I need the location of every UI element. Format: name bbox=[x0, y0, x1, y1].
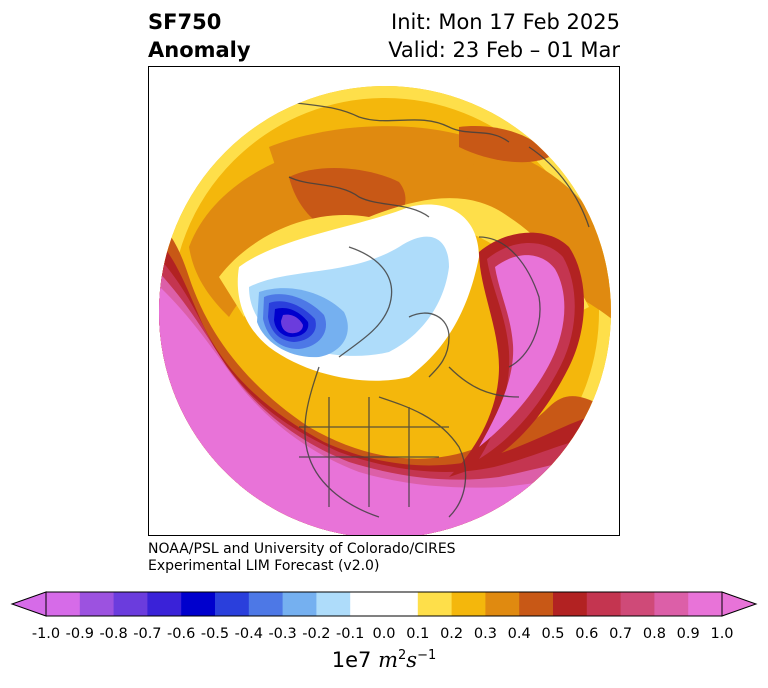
title-anomaly: Anomaly bbox=[148, 38, 251, 62]
colorbar-tick-label: -0.8 bbox=[99, 626, 128, 642]
colorbar-swatch bbox=[316, 592, 351, 616]
colorbar-swatch bbox=[113, 592, 148, 616]
colorbar-swatch bbox=[451, 592, 486, 616]
colorbar-swatch bbox=[181, 592, 216, 616]
init-date: Init: Mon 17 Feb 2025 bbox=[391, 10, 620, 34]
anomaly-map bbox=[159, 86, 611, 535]
colorbar-tick-label: 1.0 bbox=[710, 626, 734, 642]
colorbar bbox=[10, 591, 758, 617]
colorbar-extend-max bbox=[721, 591, 758, 617]
colorbar-swatch bbox=[215, 592, 250, 616]
colorbar-swatch bbox=[620, 592, 655, 616]
colorbar-label-s: s bbox=[406, 648, 418, 672]
colorbar-tick-label: -0.5 bbox=[200, 626, 230, 642]
colorbar-tick-label: -0.2 bbox=[302, 626, 331, 642]
map-title: SF750 Anomaly bbox=[148, 8, 251, 64]
colorbar-swatch bbox=[384, 592, 419, 616]
colorbar-tick-label: -0.1 bbox=[336, 626, 365, 642]
colorbar-swatch bbox=[553, 592, 588, 616]
colorbar-tick-label: -0.9 bbox=[65, 626, 94, 642]
colorbar-tick-label: 0.6 bbox=[575, 626, 599, 642]
colorbar-swatch bbox=[282, 592, 317, 616]
colorbar-tick-label: -0.6 bbox=[167, 626, 196, 642]
forecast-dates: Init: Mon 17 Feb 2025 Valid: 23 Feb – 01… bbox=[388, 8, 620, 64]
colorbar-swatch bbox=[350, 592, 385, 616]
colorbar-extend-min bbox=[10, 591, 47, 617]
colorbar-label-m: m bbox=[378, 648, 398, 672]
colorbar-swatch bbox=[519, 592, 554, 616]
colorbar-swatch bbox=[654, 592, 689, 616]
colorbar-tick-label: 0.0 bbox=[372, 626, 396, 642]
colorbar-tick-label: 0.2 bbox=[440, 626, 464, 642]
colorbar-swatch bbox=[688, 592, 723, 616]
colorbar-tick-label: 0.9 bbox=[676, 626, 700, 642]
colorbar-tick-label: 0.1 bbox=[406, 626, 430, 642]
colorbar-ticks: -1.0 -0.9 -0.8 -0.7 -0.6 -0.5 -0.4 -0.3 -0.2 -0.1… bbox=[0, 626, 768, 646]
map-panel bbox=[148, 66, 620, 536]
credit-text: NOAA/PSL and University of Colorado/CIRE… bbox=[148, 541, 456, 575]
title-variable: SF750 bbox=[148, 10, 222, 34]
colorbar-swatch bbox=[147, 592, 182, 616]
colorbar-tick-label: 0.8 bbox=[642, 626, 666, 642]
colorbar-tick-label: 0.7 bbox=[609, 626, 633, 642]
colorbar-label: 1e7 m2s−1 bbox=[0, 648, 768, 672]
colorbar-label-exp2: −1 bbox=[417, 648, 437, 663]
valid-date: Valid: 23 Feb – 01 Mar bbox=[388, 38, 620, 62]
colorbar-tick-label: -0.3 bbox=[268, 626, 297, 642]
credit-line-2: Experimental LIM Forecast (v2.0) bbox=[148, 558, 380, 574]
colorbar-label-prefix: 1e7 bbox=[331, 648, 379, 672]
colorbar-tick-label: -1.0 bbox=[31, 626, 61, 642]
colorbar-tick-label: -0.7 bbox=[133, 626, 162, 642]
colorbar-tick-label: 0.4 bbox=[507, 626, 531, 642]
colorbar-swatch bbox=[417, 592, 453, 616]
colorbar-swatch bbox=[485, 592, 520, 616]
colorbar-label-exp1: 2 bbox=[398, 648, 407, 663]
colorbar-swatch bbox=[248, 592, 284, 616]
colorbar-tick-label: 0.3 bbox=[473, 626, 497, 642]
colorbar-tick-label: -0.4 bbox=[234, 626, 263, 642]
colorbar-tick-label: 0.5 bbox=[541, 626, 565, 642]
colorbar-swatch bbox=[79, 592, 115, 616]
colorbar-outline bbox=[45, 591, 723, 617]
colorbar-swatch bbox=[46, 592, 81, 616]
credit-line-1: NOAA/PSL and University of Colorado/CIRE… bbox=[148, 541, 456, 557]
colorbar-swatch bbox=[586, 592, 622, 616]
